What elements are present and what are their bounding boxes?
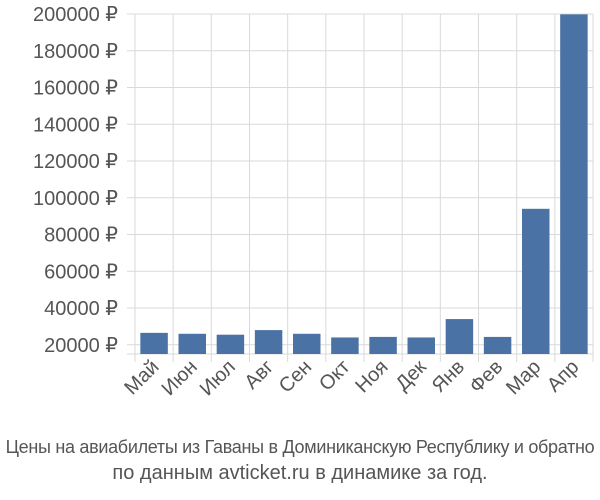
y-tick-label: 180000 ₽: [33, 41, 118, 63]
y-tick-label: 60000 ₽: [44, 261, 118, 283]
x-tick-label: Фев: [465, 356, 507, 398]
x-tick-label: Ноя: [351, 356, 392, 397]
y-tick-label: 140000 ₽: [33, 114, 118, 136]
bar-2: [216, 334, 245, 354]
x-tick-label: Май: [120, 356, 163, 399]
y-tick-label: 40000 ₽: [44, 298, 118, 320]
chart-caption-line-2: по данным avticket.ru в динамике за год.: [112, 462, 488, 484]
bar-8: [445, 319, 474, 354]
bar-5: [331, 337, 359, 354]
x-tick-label: Авг: [240, 356, 278, 394]
x-tick-label: Сен: [275, 356, 316, 397]
x-tick-label: Янв: [428, 356, 469, 397]
bar-0: [140, 332, 168, 354]
x-tick-label: Дек: [392, 356, 431, 395]
bar-11: [560, 14, 588, 355]
y-tick-label: 100000 ₽: [33, 188, 118, 210]
bars: [140, 14, 588, 355]
bar-1: [178, 333, 206, 354]
x-tick-label: Апр: [543, 356, 584, 397]
x-tick-label: Июн: [158, 356, 202, 400]
x-tick-label: Мар: [502, 356, 545, 399]
bar-10: [522, 208, 550, 354]
x-tick-label: Июл: [196, 356, 240, 400]
bar-9: [483, 336, 512, 354]
x-tick-label: Окт: [315, 356, 354, 395]
chart-caption-line-1: Цены на авиабилеты из Гаваны в Доминикан…: [5, 437, 595, 457]
bar-3: [254, 330, 283, 354]
y-tick-label: 20000 ₽: [44, 335, 118, 357]
bar-6: [369, 336, 397, 354]
bar-7: [407, 337, 435, 354]
y-axis-ticks: 20000 ₽ 40000 ₽ 60000 ₽ 80000 ₽ 100000 ₽ 1200…: [33, 4, 118, 357]
y-tick-label: 160000 ₽: [33, 78, 118, 100]
y-tick-label: 200000 ₽: [33, 4, 118, 26]
price-bar-chart: 20000 ₽ 40000 ₽ 60000 ₽ 80000 ₽ 100000 ₽ 1200…: [33, 4, 594, 400]
y-tick-label: 80000 ₽: [44, 225, 118, 247]
bar-4: [293, 333, 321, 354]
y-tick-label: 120000 ₽: [33, 151, 118, 173]
